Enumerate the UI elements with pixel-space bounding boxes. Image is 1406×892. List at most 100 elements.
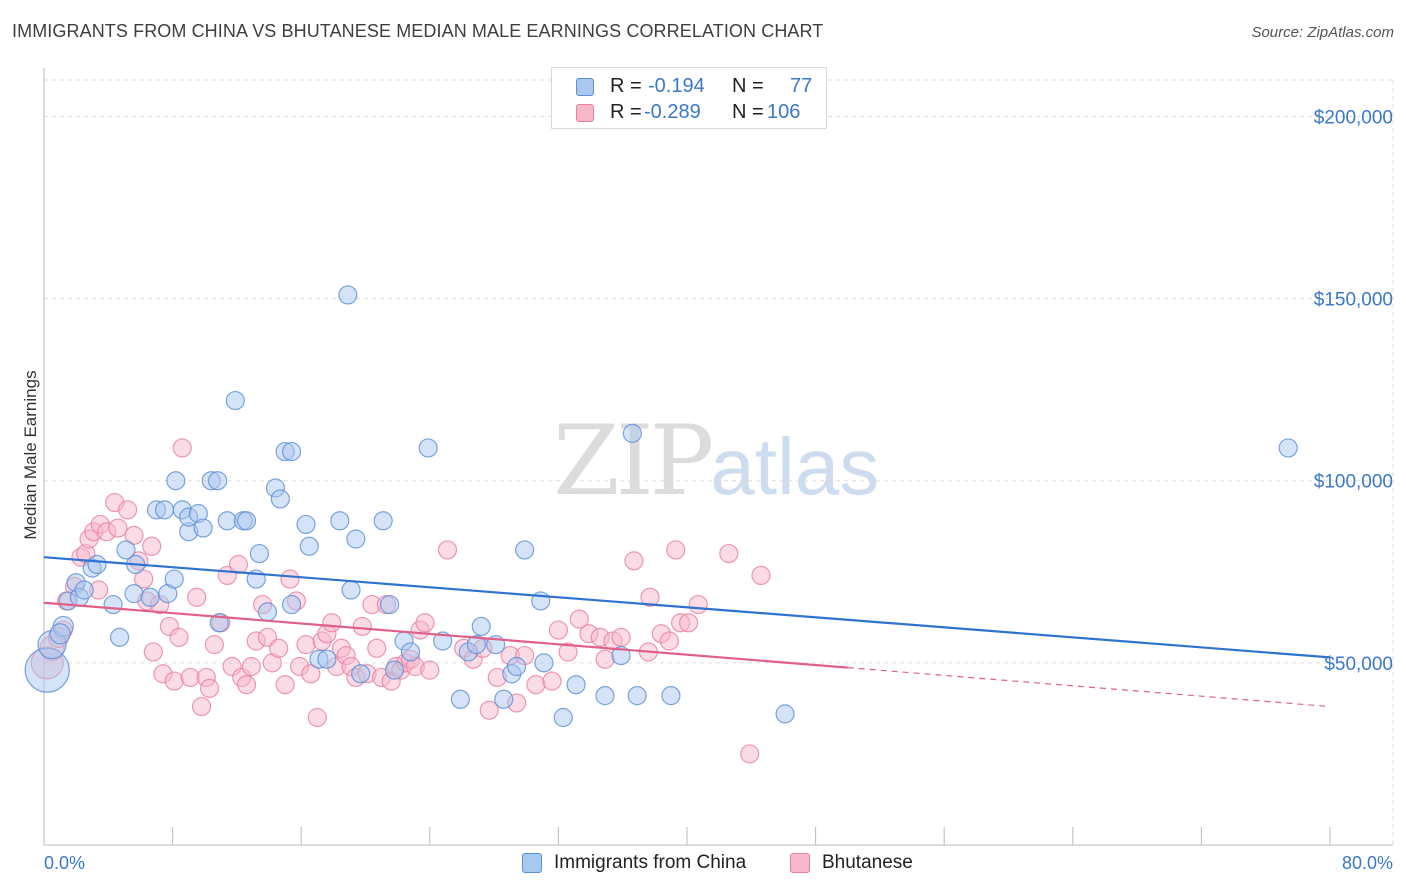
- data-point-china: [418, 438, 438, 458]
- data-point-china: [775, 704, 795, 724]
- data-point-bhutanese: [420, 660, 440, 680]
- data-point-bhutanese: [169, 627, 189, 647]
- data-point-china: [433, 631, 453, 651]
- data-point-china: [74, 580, 94, 600]
- data-point-china: [515, 540, 535, 560]
- data-point-bhutanese: [666, 540, 686, 560]
- data-point-bhutanese: [307, 707, 327, 728]
- data-point-china: [494, 689, 514, 709]
- data-point-china: [225, 390, 245, 411]
- data-point-bhutanese: [117, 500, 138, 520]
- data-point-china: [1278, 438, 1298, 458]
- data-point-bhutanese: [751, 565, 771, 586]
- data-point-china: [299, 536, 319, 556]
- data-point-bhutanese: [280, 569, 300, 589]
- data-point-bhutanese: [228, 554, 249, 575]
- watermark-atlas: atlas: [710, 422, 880, 511]
- y-tick-label: $150,000: [1314, 290, 1393, 311]
- grid-lines: [44, 79, 1394, 845]
- data-point-bhutanese: [124, 525, 144, 545]
- data-point-china: [373, 511, 393, 531]
- trend-line-extension-bhutanese: [847, 667, 1331, 708]
- data-point-bhutanese: [415, 613, 435, 633]
- x-tick-label: 0.0%: [44, 853, 85, 873]
- data-point-bhutanese: [275, 675, 295, 695]
- data-point-china: [49, 623, 71, 645]
- data-point-china: [627, 686, 647, 706]
- axes: [43, 68, 1393, 846]
- legend-n-value: 77: [790, 75, 813, 97]
- data-point-china: [534, 653, 554, 673]
- data-point-bhutanese: [142, 536, 162, 556]
- stats-legend: R = -0.194 N = 77 R = -0.289 N = 106: [551, 67, 827, 129]
- y-tick-label: $100,000: [1314, 472, 1393, 493]
- legend-n-label: N =: [732, 101, 764, 123]
- legend-n-value: 106: [767, 101, 801, 123]
- data-point-china: [103, 594, 123, 615]
- data-point-china: [116, 540, 136, 560]
- data-point-bhutanese: [740, 744, 760, 764]
- legend-r-value: -0.194: [648, 75, 705, 97]
- data-point-china: [208, 471, 228, 491]
- data-point-bhutanese: [322, 613, 342, 633]
- data-point-china: [380, 594, 400, 615]
- data-point-china: [166, 471, 186, 491]
- watermark-zip: ZIP: [553, 405, 714, 517]
- data-point-china: [296, 514, 316, 535]
- data-point-china: [341, 580, 361, 600]
- data-point-bhutanese: [558, 642, 578, 662]
- legend-n-label: N =: [732, 75, 764, 97]
- legend-label-china: Immigrants from China: [554, 852, 747, 873]
- data-point-china: [317, 649, 337, 669]
- data-point-bhutanese: [624, 551, 644, 571]
- data-point-china: [330, 511, 350, 531]
- legend-r-value: -0.289: [644, 101, 701, 123]
- chart-title: IMMIGRANTS FROM CHINA VS BHUTANESE MEDIA…: [12, 21, 824, 41]
- source-label: Source: ZipAtlas.com: [1251, 24, 1394, 41]
- data-point-bhutanese: [367, 638, 387, 658]
- legend-swatch-bhutanese: [576, 104, 594, 122]
- data-point-china: [109, 627, 130, 647]
- data-point-bhutanese: [172, 438, 192, 458]
- y-tick-label: $50,000: [1324, 654, 1393, 675]
- data-point-bhutanese: [679, 613, 699, 633]
- data-point-china: [622, 423, 642, 443]
- data-point-bhutanese: [269, 638, 289, 658]
- data-point-bhutanese: [108, 518, 128, 538]
- data-point-bhutanese: [352, 616, 372, 637]
- data-point-china: [193, 518, 213, 538]
- data-point-china: [338, 285, 358, 305]
- data-point-china: [249, 543, 270, 564]
- x-tick-label: 80.0%: [1342, 853, 1393, 873]
- data-point-bhutanese: [548, 620, 569, 640]
- data-point-bhutanese: [164, 671, 184, 691]
- data-point-china: [450, 689, 470, 709]
- data-point-china: [140, 587, 160, 607]
- data-point-china: [164, 569, 184, 589]
- data-point-china: [384, 660, 405, 680]
- data-point-china: [466, 635, 487, 655]
- data-point-bhutanese: [569, 609, 589, 629]
- data-point-bhutanese: [437, 540, 458, 560]
- data-point-china: [87, 554, 107, 575]
- data-point-bhutanese: [204, 635, 224, 655]
- data-point-china: [281, 594, 302, 615]
- legend-swatch-china: [522, 853, 542, 873]
- legend-r-label: R =: [610, 75, 642, 97]
- data-point-china: [270, 489, 290, 509]
- data-point-bhutanese: [479, 700, 499, 720]
- data-point-bhutanese: [296, 635, 316, 655]
- data-point-bhutanese: [180, 667, 200, 688]
- data-point-bhutanese: [595, 649, 615, 669]
- data-point-china: [471, 616, 491, 637]
- data-point-china: [154, 500, 175, 520]
- data-point-bhutanese: [719, 543, 739, 564]
- data-point-china: [595, 686, 615, 706]
- data-point-bhutanese: [236, 675, 257, 695]
- y-tick-label: $200,000: [1314, 107, 1393, 128]
- legend-swatch-bhutanese: [790, 853, 810, 873]
- data-point-bhutanese: [526, 675, 546, 695]
- legend-label-bhutanese: Bhutanese: [822, 852, 913, 873]
- trend-line-bhutanese: [43, 601, 848, 669]
